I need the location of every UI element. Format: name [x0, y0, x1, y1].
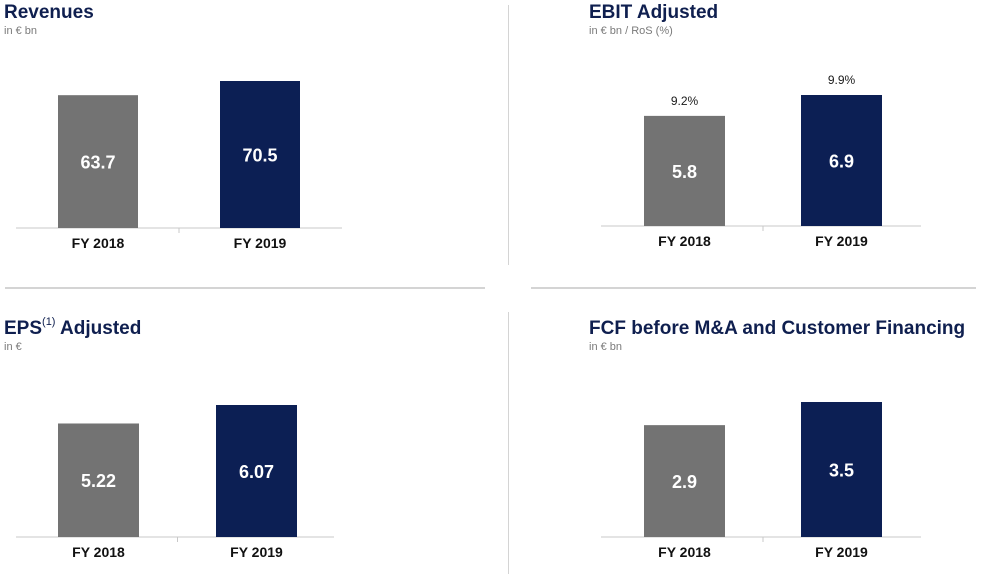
bar-fy-2019 [220, 81, 300, 228]
ebit-panel: EBIT Adjusted in € bn / RoS (%) 5.8 9.2% F… [589, 2, 981, 272]
eps-panel: EPS(1) Adjusted in € 5.22 FY 2018 6.07 FY 2… [4, 316, 484, 577]
revenues-panel: Revenues in € bn 63.7 FY 2018 70.5 FY 2019 [4, 2, 484, 272]
category-label: FY 2018 [72, 235, 125, 251]
bar-fy-2019 [801, 95, 882, 226]
category-label: FY 2019 [230, 544, 283, 560]
fcf-chart: 2.9 FY 2018 3.5 FY 2019 [601, 402, 921, 560]
panel-title: FCF before M&A and Customer Financing [589, 318, 966, 339]
category-label: FY 2019 [234, 235, 287, 251]
bar-value-label: 6.9 [829, 152, 854, 172]
bar-value-label: 3.5 [829, 461, 854, 481]
bar-value-label: 70.5 [242, 146, 277, 166]
panel-subtitle: in € bn / RoS (%) [589, 25, 673, 37]
panel-title: EPS(1) Adjusted [4, 316, 142, 340]
eps-chart: 5.22 FY 2018 6.07 FY 2019 [16, 405, 334, 560]
footnote-marker: (1) [42, 316, 56, 328]
ros-percent-label: 9.9% [828, 73, 856, 87]
bar-value-label: 6.07 [239, 462, 274, 482]
ros-percent-label: 9.2% [671, 94, 699, 108]
bar-fy-2018 [58, 95, 138, 228]
panel-title: Revenues [4, 2, 94, 23]
panel-title: EBIT Adjusted [589, 2, 719, 23]
category-label: FY 2019 [815, 233, 868, 249]
bar-fy-2019 [216, 405, 297, 537]
horizontal-divider-left [5, 287, 485, 289]
panel-subtitle: in € bn [4, 25, 38, 37]
bar-value-label: 5.22 [81, 471, 116, 491]
revenues-chart: 63.7 FY 2018 70.5 FY 2019 [16, 81, 342, 251]
category-label: FY 2018 [658, 544, 711, 560]
bar-fy-2019 [801, 402, 882, 537]
category-label: FY 2018 [72, 544, 125, 560]
bar-value-label: 2.9 [672, 472, 697, 492]
ebit-chart: 5.8 9.2% FY 2018 6.9 9.9% FY 2019 [601, 73, 921, 249]
title-main: EPS [4, 318, 43, 339]
horizontal-divider-right [531, 287, 976, 289]
bar-fy-2018 [644, 425, 725, 537]
vertical-divider-top [508, 5, 509, 265]
fcf-panel: FCF before M&A and Customer Financing in… [589, 318, 981, 577]
bar-value-label: 63.7 [80, 153, 115, 173]
bar-fy-2018 [58, 423, 139, 537]
category-label: FY 2018 [658, 233, 711, 249]
bar-fy-2018 [644, 115, 725, 226]
panel-subtitle: in € [4, 341, 22, 353]
vertical-divider-bottom [508, 312, 509, 574]
category-label: FY 2019 [815, 544, 868, 560]
title-suffix: Adjusted [55, 318, 142, 339]
bar-value-label: 5.8 [672, 162, 697, 182]
panel-subtitle: in € bn [589, 341, 623, 353]
